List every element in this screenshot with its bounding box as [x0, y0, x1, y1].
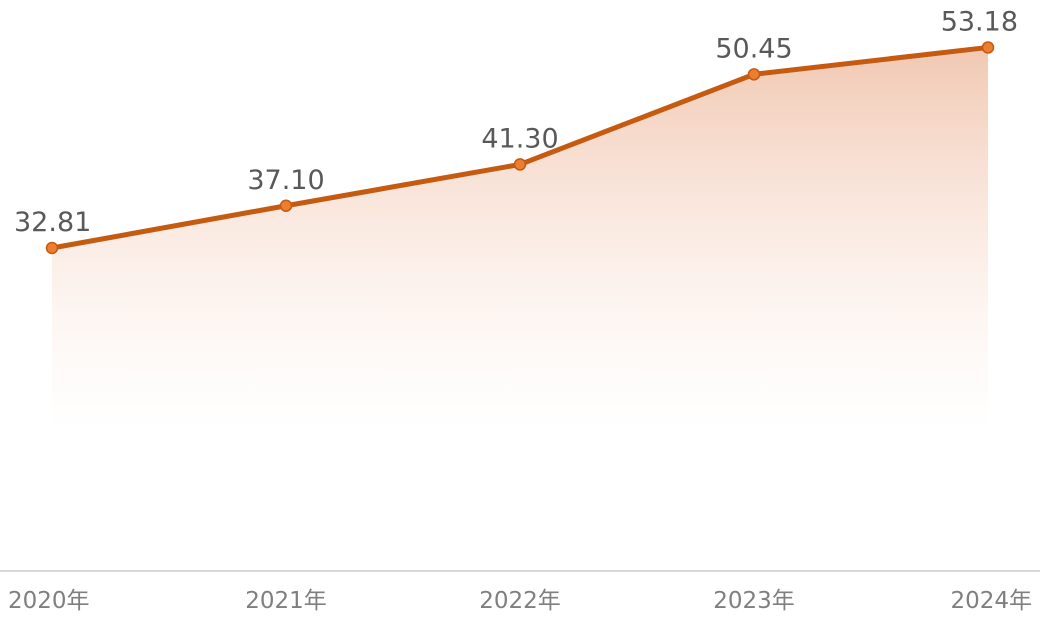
marker	[279, 199, 293, 213]
marker	[45, 241, 59, 255]
x-tick-label: 2020年	[8, 588, 90, 614]
x-tick-label: 2022年	[479, 588, 561, 614]
data-label: 37.10	[247, 165, 324, 196]
area	[52, 47, 988, 571]
marker	[981, 41, 995, 54]
marker	[747, 68, 761, 81]
marker	[513, 158, 527, 171]
x-tick-label: 2023年	[713, 588, 795, 614]
data-label: 32.81	[14, 207, 91, 238]
x-tick-label: 2024年	[950, 588, 1032, 614]
data-label: 53.18	[941, 6, 1018, 37]
data-label: 41.30	[481, 123, 558, 154]
data-label: 50.45	[715, 33, 792, 64]
x-tick-label: 2021年	[245, 588, 327, 614]
